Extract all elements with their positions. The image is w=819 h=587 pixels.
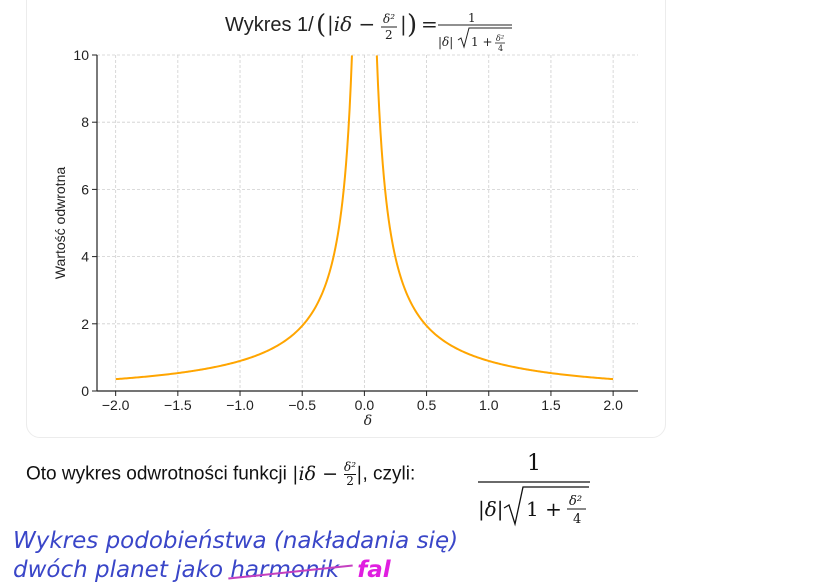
svg-text:δ²: δ²	[496, 34, 504, 43]
x-tick-label: 2.0	[603, 397, 623, 413]
y-tick-label: 2	[81, 316, 89, 332]
svg-text:1 +: 1 +	[526, 497, 562, 521]
correction-word: fal	[357, 557, 391, 583]
svg-text:δ²: δ²	[383, 12, 395, 26]
y-tick-label: 8	[81, 114, 89, 130]
y-tick-label: 4	[81, 249, 89, 265]
svg-text:|iδ −: |iδ −	[327, 12, 375, 37]
y-tick-label: 0	[81, 383, 89, 399]
svg-text:δ²: δ²	[569, 494, 582, 509]
handwritten-note: Wykres podobieństwa (nakładania się) dwó…	[13, 527, 458, 585]
x-tick-label: −1.5	[164, 397, 192, 413]
svg-text:|δ|: |δ|	[438, 35, 453, 49]
svg-text:1 +: 1 +	[471, 35, 493, 49]
curve-left-branch	[115, 55, 353, 381]
ticks: −2.0 −1.5 −1.0 −0.5 0.0 0.5 1.0 1.5 2.0 0 2 4 6 8 10	[73, 47, 623, 413]
x-axis-label: δ	[364, 413, 372, 429]
handwritten-line-1: Wykres podobieństwa (nakładania się)	[13, 528, 459, 554]
svg-text:=: =	[421, 12, 438, 36]
explanation-text: Oto wykres odwrotności funkcji |iδ − δ² 2…	[26, 461, 415, 488]
chart-card: −2.0 −1.5 −1.0 −0.5 0.0 0.5 1.0 1.5 2.0 0 2 4 6 8 10 W…	[26, 0, 666, 438]
explanation-text-before: Oto wykres odwrotności funkcji	[26, 463, 287, 485]
y-tick-label: 10	[73, 47, 89, 63]
svg-text:): )	[407, 10, 417, 40]
y-tick-label: 6	[81, 181, 89, 197]
svg-text:1: 1	[468, 11, 476, 25]
explanation: Oto wykres odwrotności funkcji |iδ − δ² 2…	[26, 453, 626, 533]
handwritten-line-2: dwóch planet jako harmonik fal	[13, 556, 458, 585]
inline-formula: |iδ − δ² 2 |	[292, 460, 363, 488]
chart-title-prefix: Wykres 1/	[225, 14, 314, 36]
handwritten-line-2-text: dwóch planet jako	[13, 557, 231, 583]
y-axis-label: Wartość odwrotna	[52, 167, 68, 280]
x-tick-label: −2.0	[102, 397, 130, 413]
display-formula: 1 |δ| 1 + δ² 4	[478, 453, 590, 527]
struck-word: harmonik	[230, 557, 340, 583]
svg-text:|: |	[400, 12, 407, 37]
svg-text:|δ|: |δ|	[478, 497, 504, 522]
svg-text:4: 4	[573, 512, 581, 527]
x-tick-label: 0.5	[417, 397, 437, 413]
chart-title: Wykres 1/ ( |iδ − δ² 2 | ) = 1 |δ| 1 + δ…	[225, 10, 512, 53]
series	[115, 55, 614, 381]
svg-text:4: 4	[498, 44, 503, 53]
grid	[97, 54, 638, 392]
explanation-text-after: , czyli:	[362, 463, 416, 485]
svg-text:2: 2	[385, 28, 393, 42]
x-tick-label: 0.0	[355, 397, 375, 413]
x-tick-label: 1.5	[541, 397, 561, 413]
svg-text:(: (	[316, 10, 326, 40]
x-tick-label: −0.5	[288, 397, 316, 413]
reciprocal-chart: −2.0 −1.5 −1.0 −0.5 0.0 0.5 1.0 1.5 2.0 0 2 4 6 8 10 W…	[52, 10, 638, 429]
x-tick-label: −1.0	[226, 397, 254, 413]
svg-text:1: 1	[527, 453, 541, 476]
x-tick-label: 1.0	[479, 397, 499, 413]
axes	[96, 55, 638, 392]
curve-right-branch	[375, 55, 614, 381]
title-formula: ( |iδ − δ² 2 | ) = 1 |δ| 1 + δ² 4	[316, 10, 512, 53]
